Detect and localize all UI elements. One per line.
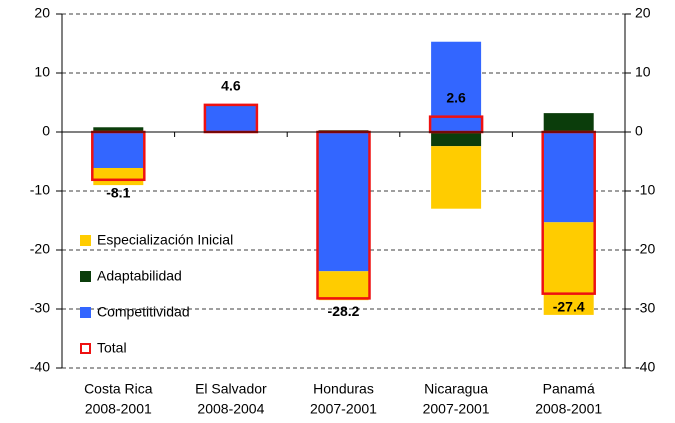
y2-tick-label: -10	[635, 182, 655, 198]
y2-tick-label: 10	[635, 64, 651, 80]
legend-swatch	[80, 307, 91, 318]
y-tick-label: 10	[34, 64, 50, 80]
total-label: -27.4	[553, 298, 585, 314]
bar-segment	[205, 106, 256, 132]
bar-segment	[93, 132, 144, 168]
bar-segment	[318, 132, 369, 272]
total-label: 4.6	[221, 78, 241, 94]
bar-segment	[431, 41, 482, 133]
legend-label: Competitividad	[97, 304, 190, 320]
x-tick-label-period: 2008-2001	[85, 401, 152, 417]
y2-tick-label: -40	[635, 359, 655, 375]
y2-tick-label: 20	[635, 5, 651, 21]
x-tick-label: El Salvador	[195, 381, 267, 397]
legend-swatch	[80, 235, 91, 246]
x-tick-label-period: 2007-2001	[423, 401, 490, 417]
y-tick-label: -30	[30, 300, 50, 316]
y-tick-label: -20	[30, 241, 50, 257]
y-tick-label: 0	[42, 123, 50, 139]
total-label: -8.1	[106, 184, 130, 200]
x-tick-label: Nicaragua	[424, 381, 488, 397]
y-tick-label: 20	[34, 5, 50, 21]
x-tick-label-period: 2008-2001	[535, 401, 602, 417]
legend-swatch	[80, 271, 91, 282]
x-tick-label: Panamá	[543, 381, 595, 397]
y-tick-label: -10	[30, 182, 50, 198]
legend-swatch	[80, 343, 91, 354]
bar-segment	[431, 146, 482, 209]
y2-tick-label: -20	[635, 241, 655, 257]
bar-segment	[93, 127, 144, 132]
legend-label: Adaptabilidad	[97, 268, 182, 284]
bar-segment	[93, 167, 144, 186]
bar-segment	[543, 132, 594, 223]
x-tick-label-period: 2007-2001	[310, 401, 377, 417]
bar-segment	[543, 113, 594, 132]
legend-label: Especialización Inicial	[97, 232, 233, 248]
y-tick-label: -40	[30, 359, 50, 375]
legend-label: Total	[97, 340, 127, 356]
total-label: -28.2	[328, 303, 360, 319]
x-tick-label: Honduras	[313, 381, 374, 397]
bar-segment	[431, 132, 482, 147]
bar-segment	[543, 222, 594, 315]
total-label: 2.6	[446, 89, 466, 105]
x-tick-label-period: 2008-2004	[197, 401, 264, 417]
y2-tick-label: -30	[635, 300, 655, 316]
y2-tick-label: 0	[635, 123, 643, 139]
x-tick-label: Costa Rica	[84, 381, 153, 397]
bar-segment	[318, 271, 369, 301]
